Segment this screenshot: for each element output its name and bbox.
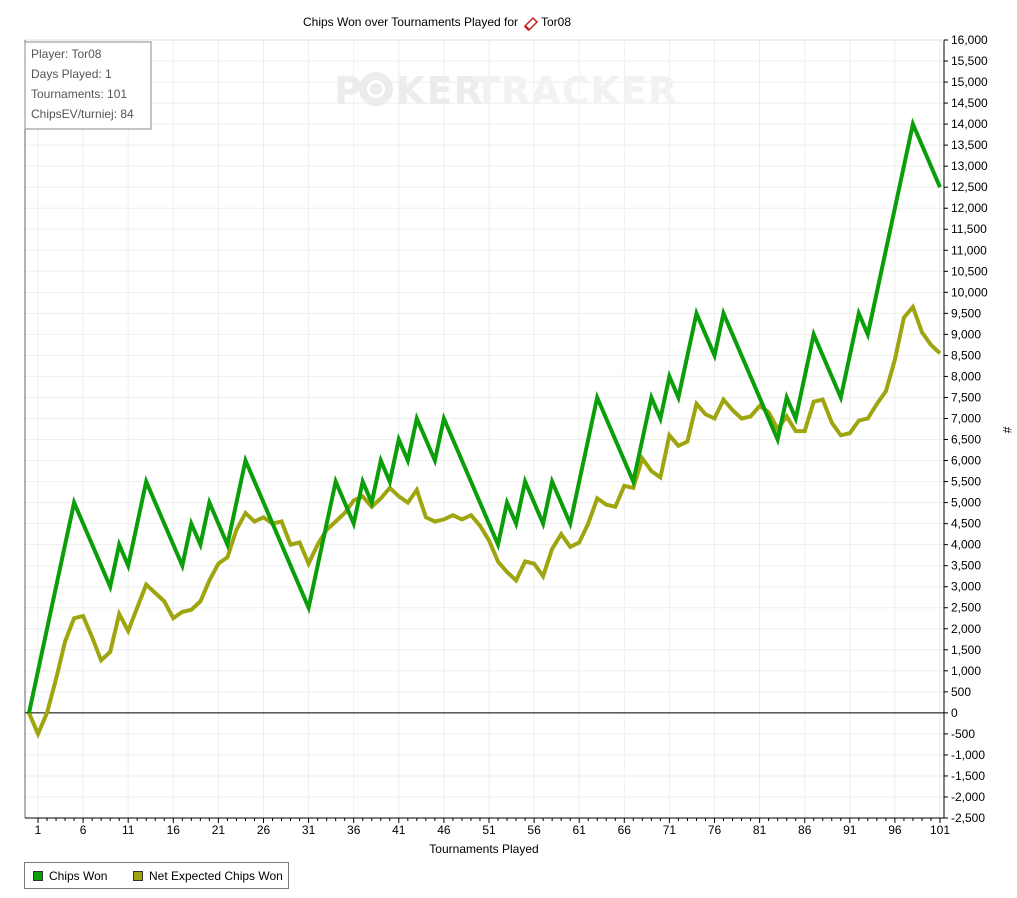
x-tick-label: 91 <box>843 823 857 837</box>
info-box-frame <box>24 41 152 130</box>
plot-area <box>25 40 944 818</box>
info-player: Player: Tor08 <box>31 47 102 61</box>
x-tick-label: 46 <box>437 823 451 837</box>
y-tick-label: 12,000 <box>951 201 988 215</box>
axes: 16,00015,50015,00014,50014,00013,50013,0… <box>24 33 988 837</box>
x-tick-label: 1 <box>35 823 42 837</box>
grid-lines <box>25 39 944 819</box>
y-tick-label: -1,500 <box>951 769 985 783</box>
legend-label-chips-won: Chips Won <box>49 869 108 883</box>
y-tick-label: 6,500 <box>951 433 981 447</box>
x-tick-label: 6 <box>80 823 87 837</box>
legend-item-chips-won[interactable]: Chips Won <box>33 869 107 883</box>
x-tick-label: 86 <box>798 823 812 837</box>
y-tick-label: 3,500 <box>951 559 981 573</box>
y-tick-label: 11,000 <box>951 243 987 257</box>
legend-swatch-net-expected <box>133 871 143 881</box>
y-tick-label: -2,000 <box>951 790 985 804</box>
y-tick-label: 15,000 <box>951 75 988 89</box>
watermark-text-left: P <box>334 69 363 113</box>
legend-label-net-expected: Net Expected Chips Won <box>149 869 283 883</box>
x-tick-label: 21 <box>212 823 226 837</box>
y-tick-label: -500 <box>951 727 975 741</box>
y-tick-label: 16,000 <box>951 33 988 47</box>
y-tick-label: 4,000 <box>951 538 981 552</box>
y-tick-label: 13,500 <box>951 138 988 152</box>
y-tick-label: 15,500 <box>951 54 988 68</box>
y-tick-label: 11,500 <box>951 222 987 236</box>
x-tick-label: 31 <box>302 823 316 837</box>
y-tick-label: 6,000 <box>951 454 981 468</box>
info-days-played: Days Played: 1 <box>31 67 112 81</box>
y-tick-label: 14,000 <box>951 117 988 131</box>
y-tick-label: -2,500 <box>951 811 985 825</box>
y-tick-label: 5,500 <box>951 475 981 489</box>
y-tick-label: 10,500 <box>951 264 988 278</box>
legend-item-net-expected[interactable]: Net Expected Chips Won <box>133 869 283 883</box>
x-axis-label: Tournaments Played <box>429 842 538 856</box>
info-tournaments: Tournaments: 101 <box>31 87 127 101</box>
series-line-net-expected <box>27 303 942 739</box>
x-tick-label: 66 <box>618 823 632 837</box>
y-tick-label: 13,000 <box>951 159 988 173</box>
watermark: P KER TRACKER <box>334 69 678 113</box>
x-tick-label: 96 <box>888 823 902 837</box>
y-tick-label: 5,000 <box>951 496 981 510</box>
x-tick-label: 81 <box>753 823 767 837</box>
watermark-text-right: TRACKER <box>474 69 678 113</box>
poker-chip-icon <box>359 72 393 106</box>
y-tick-label: 2,000 <box>951 622 981 636</box>
x-tick-label: 51 <box>482 823 496 837</box>
y-tick-label: 8,000 <box>951 369 981 383</box>
player-info-box: Player: Tor08 Days Played: 1 Tournaments… <box>24 41 152 130</box>
y-tick-label: 8,500 <box>951 348 981 362</box>
y-tick-label: 12,500 <box>951 180 988 194</box>
y-tick-label: -1,000 <box>951 748 985 762</box>
y-tick-label: 9,000 <box>951 327 981 341</box>
legend: Chips Won Net Expected Chips Won <box>24 862 289 889</box>
y-axis-label: # <box>1000 427 1014 434</box>
y-tick-label: 4,500 <box>951 517 981 531</box>
y-tick-label: 14,500 <box>951 96 988 110</box>
x-tick-label: 11 <box>122 823 135 837</box>
y-tick-label: 7,000 <box>951 411 981 425</box>
x-tick-label: 16 <box>167 823 181 837</box>
x-tick-label: 76 <box>708 823 722 837</box>
series-layer <box>27 117 942 739</box>
y-tick-label: 10,000 <box>951 285 988 299</box>
y-tick-label: 3,000 <box>951 580 981 594</box>
x-tick-label: 61 <box>573 823 587 837</box>
y-tick-label: 9,500 <box>951 306 981 320</box>
x-tick-label: 56 <box>527 823 541 837</box>
y-tick-label: 1,500 <box>951 643 981 657</box>
x-tick-label: 26 <box>257 823 271 837</box>
x-tick-label: 41 <box>392 823 406 837</box>
x-tick-label: 101 <box>930 823 950 837</box>
y-tick-label: 2,500 <box>951 601 981 615</box>
x-tick-label: 36 <box>347 823 361 837</box>
y-tick-label: 500 <box>951 685 971 699</box>
y-tick-label: 0 <box>951 706 958 720</box>
series-line-chips-won <box>27 117 942 714</box>
y-tick-label: 1,000 <box>951 664 981 678</box>
watermark-text-middle: KER <box>396 69 484 113</box>
y-tick-label: 7,500 <box>951 390 981 404</box>
chart-title-group: Chips Won over Tournaments Played for To… <box>303 15 571 32</box>
info-chips-ev: ChipsEV/turniej: 84 <box>31 107 134 121</box>
player-icon <box>523 16 539 32</box>
chart-title: Chips Won over Tournaments Played for <box>303 15 518 29</box>
x-tick-label: 71 <box>663 823 677 837</box>
chart-title-player: Tor08 <box>541 15 571 29</box>
legend-swatch-chips-won <box>33 871 43 881</box>
